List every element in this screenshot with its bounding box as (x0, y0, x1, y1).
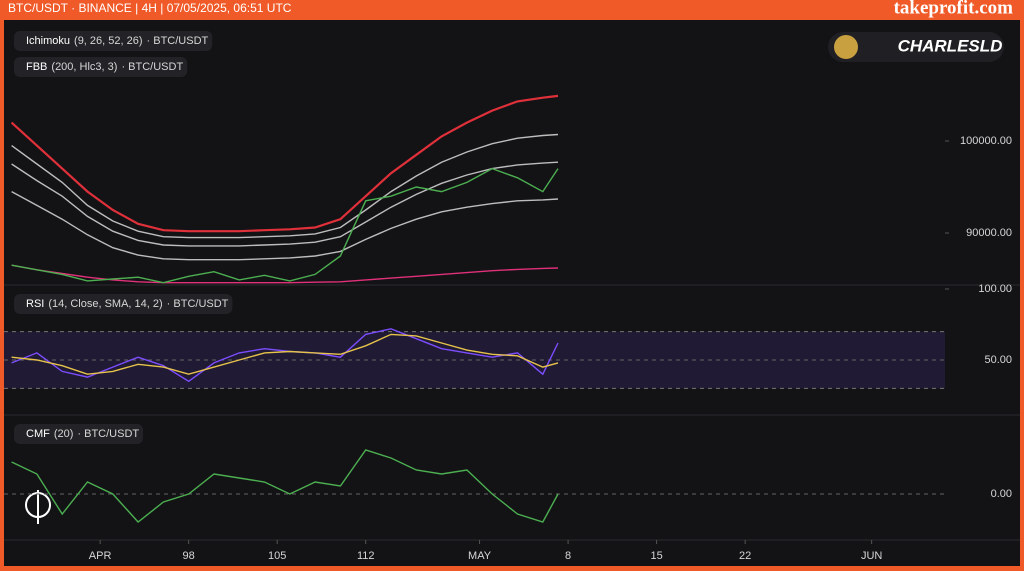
x-tick-label: 22 (739, 550, 751, 562)
indicator-params: (9, 26, 52, 26) (74, 35, 143, 47)
legend-bg (14, 424, 144, 444)
series-line (11, 190, 559, 261)
indicator-params: (20) (54, 428, 74, 440)
plot (10, 94, 559, 284)
x-tick-label: 98 (183, 550, 195, 562)
indicator-name: FBB (26, 61, 47, 73)
x-tick-label: 8 (565, 550, 571, 562)
x-tick-label: 112 (357, 550, 375, 562)
indicator-symbol: · BTC/USDT (147, 35, 209, 47)
header-title: BTC/USDT · BINANCE | 4H | 07/05/2025, 06… (8, 1, 292, 15)
indicator-legend: RSI (14, Close, SMA, 14, 2) · BTC/USDT (26, 298, 229, 310)
plot (11, 449, 559, 523)
series-line (11, 161, 559, 247)
series-line (11, 333, 559, 375)
indicator-name: Ichimoku (26, 35, 70, 47)
indicator-name: CMF (26, 428, 50, 440)
x-tick-label: 105 (268, 550, 286, 562)
series-line (10, 94, 559, 233)
watermark: CHARLESLD (898, 36, 1003, 55)
x-tick-label: 15 (651, 550, 663, 562)
indicator-params: (200, Hlc3, 3) (51, 61, 117, 73)
series-line (11, 133, 559, 239)
indicator-legend: FBB (200, Hlc3, 3) · BTC/USDT (26, 61, 183, 73)
logo (25, 490, 51, 524)
legend-bg (14, 31, 213, 51)
x-tick-label: JUN (861, 550, 882, 562)
y-tick-label: 50.00 (984, 354, 1012, 366)
indicator-legend: CMF (20) · BTC/USDT (26, 428, 139, 440)
y-tick-label: 100000.00 (960, 135, 1012, 147)
avatar (834, 35, 858, 59)
series-line (11, 449, 559, 523)
watermark-badge (828, 32, 1004, 62)
y-tick-label: 0.00 (991, 488, 1012, 500)
y-tick-label: 90000.00 (966, 227, 1012, 239)
indicator-symbol: · BTC/USDT (121, 61, 183, 73)
legend-bg (14, 294, 233, 314)
plot (11, 328, 559, 383)
indicator-symbol: · BTC/USDT (167, 298, 229, 310)
legend-bg (14, 57, 188, 77)
x-tick-label: MAY (468, 550, 492, 562)
brand: takeprofit.com (894, 0, 1014, 18)
indicator-name: RSI (26, 298, 44, 310)
x-tick-label: APR (89, 550, 112, 562)
y-tick-label: 100.00 (978, 283, 1012, 295)
indicator-params: (14, Close, SMA, 14, 2) (48, 298, 162, 310)
indicator-symbol: · BTC/USDT (77, 428, 139, 440)
series-line (11, 167, 559, 284)
chart-area (4, 20, 1020, 566)
indicator-legend: Ichimoku (9, 26, 52, 26) · BTC/USDT (26, 35, 209, 47)
